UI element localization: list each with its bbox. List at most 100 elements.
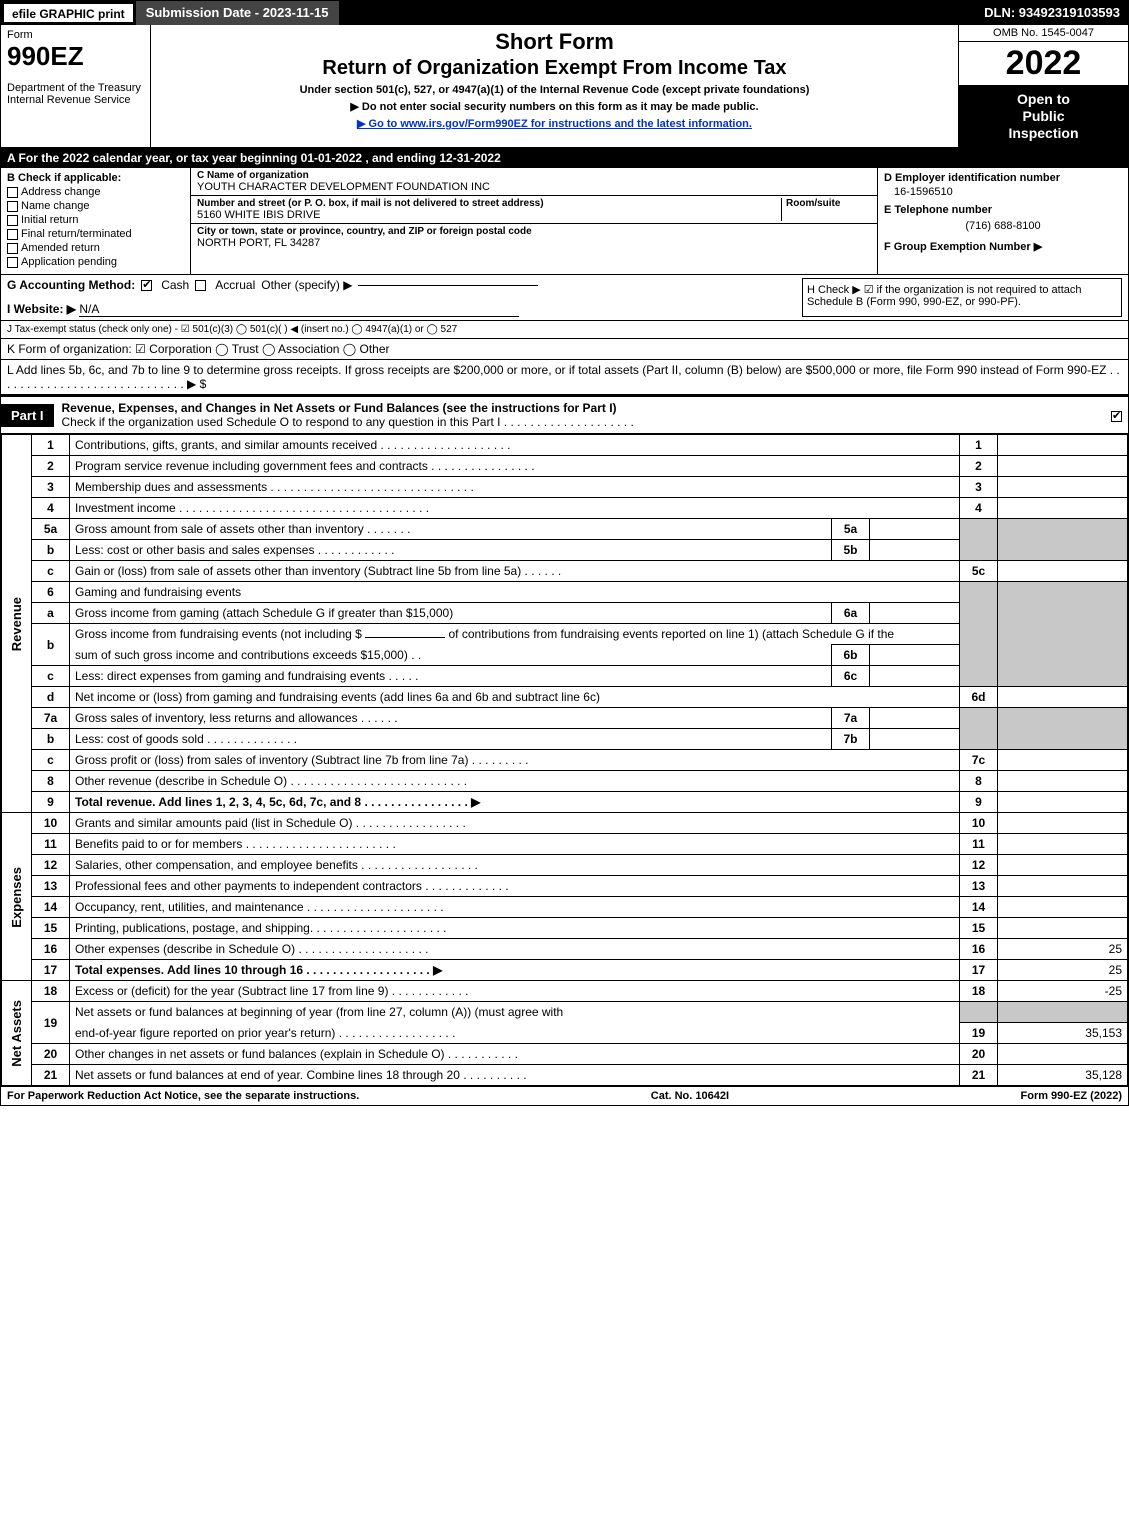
- row-gh: G Accounting Method: Cash Accrual Other …: [1, 275, 1128, 321]
- line-5c: Gain or (loss) from sale of assets other…: [70, 561, 960, 582]
- section-bcd: B Check if applicable: Address change Na…: [1, 168, 1128, 275]
- form-number: 990EZ: [7, 41, 144, 72]
- line-19b: end-of-year figure reported on prior yea…: [70, 1022, 960, 1043]
- ssn-warning: ▶ Do not enter social security numbers o…: [159, 100, 950, 113]
- cb-application-pending[interactable]: Application pending: [7, 256, 184, 268]
- footer-right: Form 990-EZ (2022): [1021, 1090, 1122, 1102]
- line-3: Membership dues and assessments . . . . …: [70, 477, 960, 498]
- cb-final-return[interactable]: Final return/terminated: [7, 228, 184, 240]
- row-l: L Add lines 5b, 6c, and 7b to line 9 to …: [1, 360, 1128, 395]
- part1-label: Part I: [1, 404, 54, 427]
- g-label: G Accounting Method:: [7, 278, 135, 292]
- amt-17: 25: [998, 960, 1128, 981]
- line-11: Benefits paid to or for members . . . . …: [70, 834, 960, 855]
- h-box: H Check ▶ ☑ if the organization is not r…: [802, 278, 1122, 317]
- line-17: Total expenses. Add lines 10 through 16 …: [70, 960, 960, 981]
- tel-label: E Telephone number: [884, 204, 1122, 216]
- line-5b: Less: cost or other basis and sales expe…: [70, 540, 832, 561]
- omb-number: OMB No. 1545-0047: [959, 25, 1128, 42]
- netassets-sidelabel: Net Assets: [2, 981, 32, 1086]
- other-specify-input[interactable]: [358, 285, 538, 286]
- col-c-orginfo: C Name of organization YOUTH CHARACTER D…: [191, 168, 878, 274]
- form-header: Form 990EZ Department of the Treasury In…: [1, 25, 1128, 148]
- ein-label: D Employer identification number: [884, 172, 1122, 184]
- line-12: Salaries, other compensation, and employ…: [70, 855, 960, 876]
- pub-line2: Public: [963, 108, 1124, 125]
- c-city-label: City or town, state or province, country…: [197, 226, 871, 237]
- group-label: F Group Exemption Number ▶: [884, 240, 1122, 253]
- line-7b: Less: cost of goods sold . . . . . . . .…: [70, 729, 832, 750]
- line-18: Excess or (deficit) for the year (Subtra…: [70, 981, 960, 1002]
- header-right: OMB No. 1545-0047 2022 Open to Public In…: [958, 25, 1128, 147]
- part1-checkbox[interactable]: [1108, 408, 1128, 422]
- part1-header: Part I Revenue, Expenses, and Changes in…: [1, 395, 1128, 434]
- cb-initial-return[interactable]: Initial return: [7, 214, 184, 226]
- amt-18: -25: [998, 981, 1128, 1002]
- dept-label: Department of the Treasury: [7, 82, 144, 94]
- c-street-label: Number and street (or P. O. box, if mail…: [197, 198, 781, 209]
- efile-print-button[interactable]: efile GRAPHIC print: [3, 3, 134, 23]
- line-6b-1: Gross income from fundraising events (no…: [70, 624, 960, 645]
- line-10: Grants and similar amounts paid (list in…: [70, 813, 960, 834]
- line-13: Professional fees and other payments to …: [70, 876, 960, 897]
- line-7a: Gross sales of inventory, less returns a…: [70, 708, 832, 729]
- tax-year: 2022: [959, 42, 1128, 85]
- public-inspection-box: Open to Public Inspection: [959, 85, 1128, 147]
- line-2: Program service revenue including govern…: [70, 456, 960, 477]
- room-label: Room/suite: [786, 198, 871, 209]
- website-value: N/A: [79, 302, 99, 316]
- cb-name-change[interactable]: Name change: [7, 200, 184, 212]
- line-6: Gaming and fundraising events: [70, 582, 960, 603]
- line-15: Printing, publications, postage, and shi…: [70, 918, 960, 939]
- header-center: Short Form Return of Organization Exempt…: [151, 25, 958, 147]
- amt-1: [998, 435, 1128, 456]
- footer-mid: Cat. No. 10642I: [651, 1090, 729, 1102]
- line-6c: Less: direct expenses from gaming and fu…: [70, 666, 832, 687]
- row-k: K Form of organization: ☑ Corporation ◯ …: [1, 339, 1128, 360]
- form-word: Form: [7, 29, 144, 41]
- col-d-ids: D Employer identification number 16-1596…: [878, 168, 1128, 274]
- line-16: Other expenses (describe in Schedule O) …: [70, 939, 960, 960]
- org-city: NORTH PORT, FL 34287: [197, 237, 871, 249]
- line-6d: Net income or (loss) from gaming and fun…: [70, 687, 960, 708]
- line-14: Occupancy, rent, utilities, and maintena…: [70, 897, 960, 918]
- b-label: B Check if applicable:: [7, 172, 184, 184]
- cb-cash[interactable]: [141, 280, 152, 291]
- tel-value: (716) 688-8100: [884, 216, 1122, 240]
- form-subtitle: Under section 501(c), 527, or 4947(a)(1)…: [159, 84, 950, 96]
- amt-19: 35,153: [998, 1022, 1128, 1043]
- pub-line3: Inspection: [963, 125, 1124, 142]
- h-text: H Check ▶ ☑ if the organization is not r…: [807, 284, 1082, 308]
- col-b-checkboxes: B Check if applicable: Address change Na…: [1, 168, 191, 274]
- org-name: YOUTH CHARACTER DEVELOPMENT FOUNDATION I…: [197, 181, 871, 193]
- topbar: efile GRAPHIC print Submission Date - 20…: [1, 1, 1128, 25]
- line-4: Investment income . . . . . . . . . . . …: [70, 498, 960, 519]
- submission-date: Submission Date - 2023-11-15: [136, 1, 339, 25]
- header-left: Form 990EZ Department of the Treasury In…: [1, 25, 151, 147]
- row-a-tax-year: A For the 2022 calendar year, or tax yea…: [1, 148, 1128, 168]
- goto-link[interactable]: ▶ Go to www.irs.gov/Form990EZ for instru…: [159, 117, 950, 130]
- cb-amended-return[interactable]: Amended return: [7, 242, 184, 254]
- form-990ez-page: efile GRAPHIC print Submission Date - 20…: [0, 0, 1129, 1106]
- revenue-sidelabel: Revenue: [2, 435, 32, 813]
- line-21: Net assets or fund balances at end of ye…: [70, 1064, 960, 1085]
- accounting-method: G Accounting Method: Cash Accrual Other …: [7, 278, 802, 292]
- line-8: Other revenue (describe in Schedule O) .…: [70, 771, 960, 792]
- line-5a: Gross amount from sale of assets other t…: [70, 519, 832, 540]
- line-7c: Gross profit or (loss) from sales of inv…: [70, 750, 960, 771]
- ein-value: 16-1596510: [884, 184, 1122, 204]
- dln-number: DLN: 93492319103593: [976, 1, 1128, 25]
- part1-title: Revenue, Expenses, and Changes in Net As…: [54, 397, 1108, 433]
- form-title: Return of Organization Exempt From Incom…: [159, 57, 950, 80]
- page-footer: For Paperwork Reduction Act Notice, see …: [1, 1086, 1128, 1105]
- expenses-sidelabel: Expenses: [2, 813, 32, 981]
- amt-16: 25: [998, 939, 1128, 960]
- footer-left: For Paperwork Reduction Act Notice, see …: [7, 1090, 359, 1102]
- irs-link[interactable]: ▶ Go to www.irs.gov/Form990EZ for instru…: [357, 118, 752, 130]
- cb-address-change[interactable]: Address change: [7, 186, 184, 198]
- line-6a: Gross income from gaming (attach Schedul…: [70, 603, 832, 624]
- cb-accrual[interactable]: [195, 280, 206, 291]
- irs-label: Internal Revenue Service: [7, 94, 144, 106]
- g-other: Other (specify) ▶: [261, 278, 352, 292]
- org-street: 5160 WHITE IBIS DRIVE: [197, 209, 781, 221]
